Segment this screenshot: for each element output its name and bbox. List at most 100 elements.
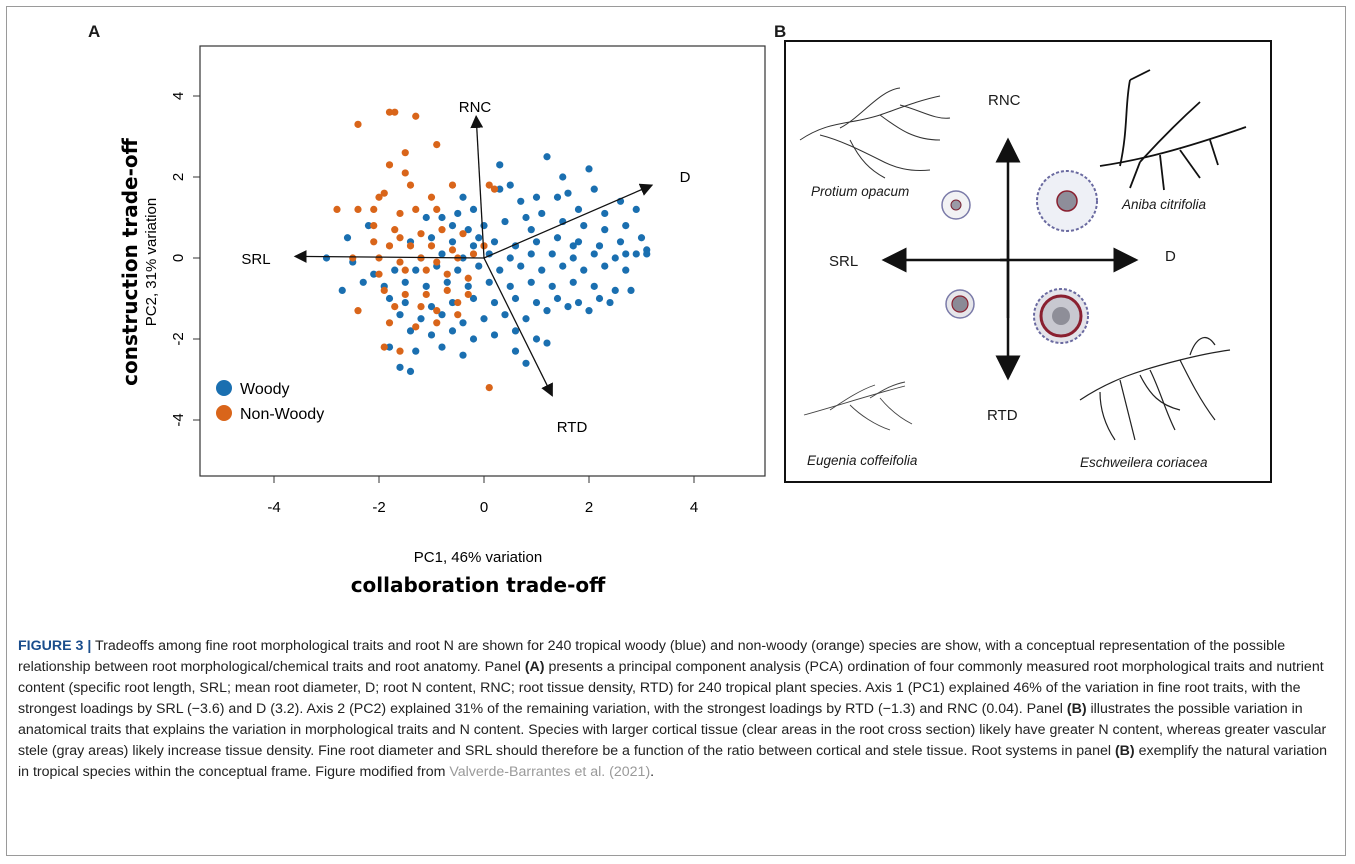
x-tick-label: 4 <box>690 499 698 516</box>
non-woody-point <box>427 193 436 201</box>
woody-point <box>522 213 530 222</box>
woody-point <box>569 242 577 250</box>
non-woody-point <box>406 242 415 250</box>
x-axis-title-bold: collaboration trade-off <box>351 573 606 597</box>
woody-point <box>401 278 409 286</box>
woody-point <box>412 266 420 274</box>
legend-woody-marker <box>216 380 232 396</box>
non-woody-point <box>443 286 451 294</box>
woody-point <box>553 234 562 242</box>
vector-label-rnc: RNC <box>459 99 492 116</box>
woody-point <box>480 315 488 323</box>
x-axis: -4 -2 0 2 4 <box>267 476 698 516</box>
panel-b-diagram <box>799 69 1247 441</box>
non-woody-point <box>406 181 415 189</box>
woody-point <box>427 303 436 311</box>
woody-point <box>364 222 373 230</box>
woody-point <box>553 193 562 201</box>
non-woody-point <box>370 205 378 213</box>
woody-point <box>527 226 535 234</box>
panel-b-label: B <box>774 22 787 41</box>
vector-label-srl: SRL <box>241 251 270 268</box>
non-woody-point <box>490 185 499 193</box>
woody-point <box>590 282 598 290</box>
vector-srl <box>293 249 485 263</box>
woody-point <box>396 311 404 319</box>
caption-text-4: exemplify the natural variation in tropi… <box>18 743 1328 780</box>
non-woody-point <box>380 286 388 294</box>
non-woody-point <box>480 242 488 250</box>
woody-point <box>385 294 394 303</box>
woody-point <box>548 250 556 258</box>
root-sketch-protium <box>799 87 951 179</box>
non-woody-point <box>354 307 362 315</box>
woody-point <box>627 286 635 294</box>
non-woody-point <box>459 230 467 238</box>
non-woody-point <box>412 112 420 120</box>
woody-point <box>559 262 567 270</box>
woody-point <box>543 153 551 161</box>
woody-point <box>611 254 619 262</box>
woody-point <box>517 262 525 270</box>
non-woody-point <box>401 169 409 177</box>
figure-frame <box>6 6 1346 856</box>
non-woody-point <box>380 189 388 197</box>
woody-point <box>543 307 551 315</box>
x-tick-label: -2 <box>372 499 385 516</box>
woody-point <box>448 238 457 246</box>
non-woody-point <box>401 266 409 274</box>
non-woody-point <box>464 274 472 282</box>
figure-caption: FIGURE 3 | Tradeoffs among fine root mor… <box>18 636 1336 783</box>
legend-woody-label: Woody <box>240 381 290 398</box>
woody-point <box>590 185 598 193</box>
woody-point <box>511 347 520 355</box>
woody-point <box>637 234 646 242</box>
caption-ref-a: (A) <box>524 659 545 675</box>
woody-point <box>580 266 588 274</box>
non-woody-point <box>412 205 420 213</box>
caption-text-1: Tradeoffs among fine root morphological … <box>18 638 1286 675</box>
root-sketch-eugenia <box>803 381 913 431</box>
y-axis: 4 2 0 -2 -4 <box>170 92 200 427</box>
woody-point <box>585 307 593 315</box>
non-woody-point <box>448 181 457 189</box>
woody-point <box>448 298 457 307</box>
woody-point <box>454 209 462 218</box>
woody-point <box>564 189 572 197</box>
woody-point <box>322 254 331 262</box>
vector-rtd <box>483 257 553 397</box>
y-axis-title-bold: construction trade-off <box>118 137 142 385</box>
woody-point <box>606 298 614 307</box>
non-woody-point <box>401 290 409 299</box>
woody-point <box>422 213 430 222</box>
woody-point <box>385 343 394 351</box>
panel-b-label-rtd: RTD <box>987 407 1018 424</box>
woody-point <box>475 262 483 270</box>
woody-point <box>427 234 436 242</box>
woody-point <box>611 286 619 294</box>
woody-point <box>448 222 457 230</box>
woody-point <box>454 266 462 274</box>
non-woody-point <box>375 193 383 201</box>
root-sketch-eschweilera <box>1079 337 1231 441</box>
non-woody-point <box>485 181 493 189</box>
woody-point <box>469 242 478 250</box>
panel-b-box <box>784 40 1272 483</box>
non-woody-point <box>433 205 441 213</box>
woody-point <box>417 315 425 323</box>
woody-point <box>438 311 446 319</box>
caption-citation-link[interactable]: Valverde-Barrantes et al. (2021) <box>449 764 651 780</box>
non-woody-point <box>412 323 420 331</box>
woody-point <box>485 250 493 258</box>
non-woody-point <box>375 270 383 278</box>
non-woody-point <box>396 234 404 242</box>
non-woody-point <box>396 347 404 355</box>
non-woody-point <box>385 319 394 327</box>
woody-point <box>511 327 520 335</box>
non-woody-point <box>354 205 362 213</box>
woody-point <box>422 282 430 290</box>
woody-point <box>643 250 651 258</box>
woody-point <box>464 282 472 290</box>
non-woody-point <box>443 270 451 278</box>
